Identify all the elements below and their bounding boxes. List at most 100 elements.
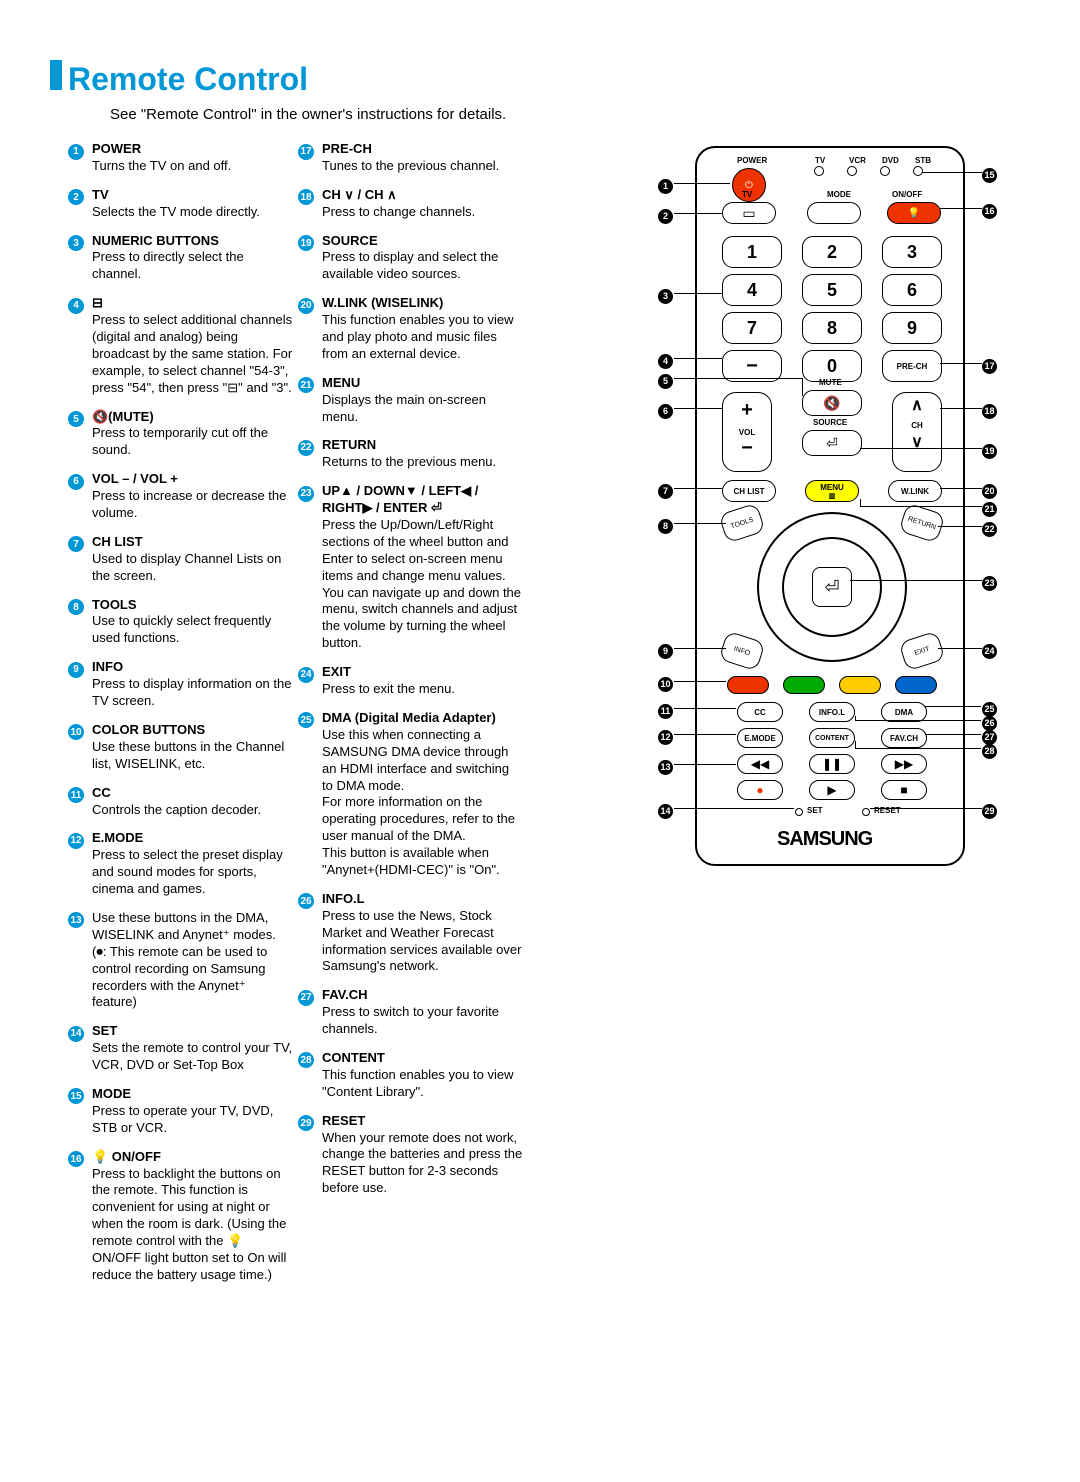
list-item: 14SETSets the remote to control your TV,… [68,1023,293,1074]
ln-13 [674,764,736,765]
set-button[interactable] [795,808,803,816]
exit-button[interactable]: EXIT [898,631,945,672]
emode-button[interactable]: E.MODE [737,728,783,748]
item-desc: Use to quickly select frequently used fu… [92,613,271,645]
vol-rocker[interactable]: + VOL − [722,392,772,472]
red-button[interactable] [727,676,769,694]
item-desc: Use these buttons in the Channel list, W… [92,739,284,771]
item-number: 27 [298,987,322,1038]
num-9[interactable]: 9 [882,312,942,344]
chlist-button[interactable]: CH LIST [722,480,776,502]
blue-button[interactable] [895,676,937,694]
item-body: NUMERIC BUTTONSPress to directly select … [92,233,293,284]
num-3[interactable]: 3 [882,236,942,268]
dma-button[interactable]: DMA [881,702,927,722]
item-label: RESET [322,1113,365,1128]
mode-button[interactable] [807,202,861,224]
cc-button[interactable]: CC [737,702,783,722]
play-button[interactable]: ▶ [809,780,855,800]
num-2[interactable]: 2 [802,236,862,268]
source-button[interactable]: ⏎ [802,430,862,456]
list-item: 5🔇(MUTE)Press to temporarily cut off the… [68,409,293,460]
enter-button[interactable]: ⏎ [812,567,852,607]
num-8[interactable]: 8 [802,312,862,344]
num-7[interactable]: 7 [722,312,782,344]
co-15: 15 [982,165,997,183]
item-label: RETURN [322,437,376,452]
page-title: Remote Control [68,61,308,98]
info-button[interactable]: INFO [718,631,765,672]
stb-label: STB [915,156,931,165]
num-4[interactable]: 4 [722,274,782,306]
item-label: E.MODE [92,830,143,845]
prech-button[interactable]: PRE-CH [882,350,942,382]
item-desc: Press to select additional channels (dig… [92,312,292,395]
item-body: CH LISTUsed to display Channel Lists on … [92,534,293,585]
item-label: ⊟ [92,295,103,310]
ln-20 [940,488,982,489]
onoff-button[interactable]: 💡 [887,202,941,224]
ln-8 [674,523,726,524]
item-number: 12 [68,830,92,898]
item-body: TVSelects the TV mode directly. [92,187,293,221]
item-body: MODEPress to operate your TV, DVD, STB o… [92,1086,293,1137]
item-desc: Displays the main on-screen menu. [322,392,486,424]
item-number: 22 [298,437,322,471]
item-label: PRE-CH [322,141,372,156]
item-desc: Selects the TV mode directly. [92,204,260,219]
ch-rocker[interactable]: ∧ CH ∨ [892,392,942,472]
led-tv [814,166,824,176]
co-5: 5 [658,371,673,389]
rew-button[interactable]: ◀◀ [737,754,783,774]
item-label: EXIT [322,664,351,679]
item-number: 4 [68,295,92,396]
item-label: UP▲ / DOWN▼ / LEFT◀ / RIGHT▶ / ENTER ⏎ [322,483,478,515]
reset-button[interactable] [862,808,870,816]
infol-button[interactable]: INFO.L [809,702,855,722]
tv-button[interactable]: ▭ [722,202,776,224]
menu-button[interactable]: MENU▥ [805,480,859,502]
stop-button[interactable]: ■ [881,780,927,800]
item-body: MENUDisplays the main on-screen menu. [322,375,523,426]
rec-button[interactable]: ● [737,780,783,800]
item-desc: Use these buttons in the DMA, WISELINK a… [92,910,276,1009]
favch-button[interactable]: FAV.CH [881,728,927,748]
item-body: 💡 ON/OFFPress to backlight the buttons o… [92,1149,293,1284]
ln-26v [855,716,856,720]
item-body: CH ∨ / CH ∧Press to change channels. [322,187,523,221]
ff-button[interactable]: ▶▶ [881,754,927,774]
item-desc: When your remote does not work, change t… [322,1130,522,1196]
list-item: 25DMA (Digital Media Adapter)Use this wh… [298,710,523,879]
pause-button[interactable]: ❚❚ [809,754,855,774]
co-18: 18 [982,401,997,419]
item-label: DMA (Digital Media Adapter) [322,710,496,725]
ln-24 [938,648,982,649]
ln-12 [674,734,736,735]
content-button[interactable]: CONTENT [809,728,855,748]
item-label: CH LIST [92,534,143,549]
ln-19 [860,448,982,449]
green-button[interactable] [783,676,825,694]
yellow-button[interactable] [839,676,881,694]
item-body: RETURNReturns to the previous menu. [322,437,523,471]
item-body: VOL – / VOL +Press to increase or decrea… [92,471,293,522]
item-body: W.LINK (WISELINK)This function enables y… [322,295,523,363]
list-item: 18CH ∨ / CH ∧Press to change channels. [298,187,523,221]
num-6[interactable]: 6 [882,274,942,306]
item-desc: Press to use the News, Stock Market and … [322,908,521,974]
mute-button[interactable]: 🔇 [802,390,862,416]
ln-25 [925,706,981,707]
item-desc: Press to backlight the buttons on the re… [92,1166,286,1282]
item-body: ⊟ Press to select additional channels (di… [92,295,293,396]
wlink-button[interactable]: W.LINK [888,480,942,502]
item-desc: Press to select the preset display and s… [92,847,283,896]
ln-3 [674,293,722,294]
return-button[interactable]: RETURN [898,503,945,544]
ln-7 [674,488,722,489]
item-desc-extra: For more information on the operating pr… [322,794,523,845]
list-item: 21MENUDisplays the main on-screen menu. [298,375,523,426]
co-12: 12 [658,727,673,745]
ln-18 [940,408,982,409]
num-5[interactable]: 5 [802,274,862,306]
num-1[interactable]: 1 [722,236,782,268]
